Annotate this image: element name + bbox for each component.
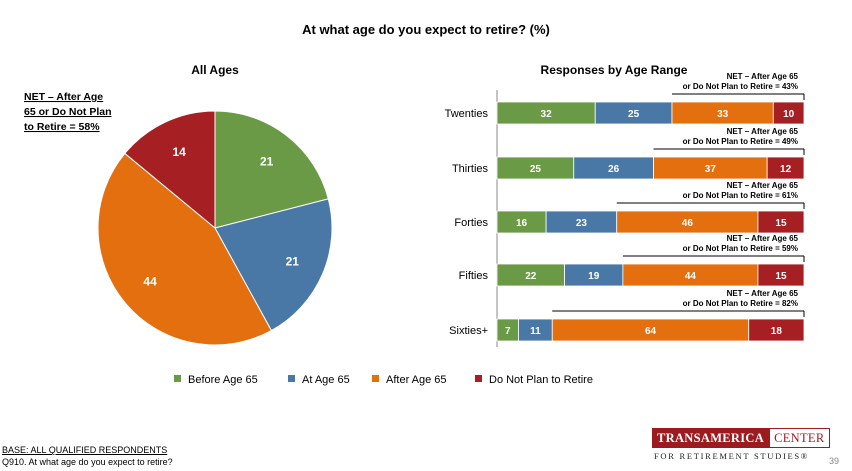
bar-net-label: or Do Not Plan to Retire = 59%: [683, 244, 798, 253]
bar-category-label: Fifties: [459, 270, 489, 282]
bar-net-label: NET – After Age 65: [727, 72, 799, 81]
bar-segment-label: 11: [530, 326, 541, 337]
bar-segment-label: 15: [775, 271, 787, 282]
footer-question-note: Q910. At what age do you expect to retir…: [2, 457, 173, 467]
legend-label: At Age 65: [302, 374, 350, 386]
page-number: 39: [829, 456, 840, 466]
bar-net-label: or Do Not Plan to Retire = 61%: [683, 191, 798, 200]
bar-segment: [757, 263, 805, 287]
logo-subtitle: FOR RETIREMENT STUDIES®: [654, 451, 809, 461]
bar-segment-label: 10: [783, 109, 795, 120]
bar-segment: [748, 318, 805, 342]
bar-net-label: NET – After Age 65: [727, 127, 799, 136]
bar-category-label: Sixties+: [449, 325, 488, 337]
bar-category-label: Twenties: [445, 108, 489, 120]
pie-net-annotation: 65 or Do Not Plan: [24, 106, 112, 118]
legend-label: Do Not Plan to Retire: [489, 374, 593, 386]
transamerica-logo: TRANSAMERICA CENTER FOR RETIREMENT STUDI…: [652, 428, 830, 461]
bar-segment-label: 32: [541, 109, 553, 120]
pie-slice: [124, 110, 216, 230]
pie-slice: [97, 152, 273, 346]
chart-figure: At what age do you expect to retire? (%)…: [24, 22, 805, 386]
bar-segment: [757, 210, 805, 234]
pie-net-annotation: NET – After Age: [24, 91, 103, 103]
bar-segment-label: 64: [645, 326, 657, 337]
bar-category-label: Thirties: [452, 163, 489, 175]
pie-slice-label: 44: [143, 275, 157, 289]
pie-slice: [214, 198, 333, 332]
bar-segment-label: 26: [608, 164, 620, 175]
pie-slice-label: 14: [172, 145, 186, 159]
legend-swatch: [288, 375, 295, 382]
bar-segment-label: 15: [775, 218, 787, 229]
bar-segment: [772, 101, 805, 125]
bar-segment-label: 25: [628, 109, 640, 120]
pie-slice-label: 21: [260, 154, 274, 168]
bar-segment-label: 18: [771, 326, 783, 337]
bar-chart-title: Responses by Age Range: [541, 63, 688, 77]
bar-segment: [766, 156, 805, 180]
legend-label: After Age 65: [386, 374, 447, 386]
bar-segment-label: 37: [705, 164, 717, 175]
bar-category-label: Forties: [454, 217, 488, 229]
logo-word-transamerica: TRANSAMERICA: [652, 428, 770, 448]
pie-slice-label: 21: [286, 254, 300, 268]
legend-swatch: [475, 375, 482, 382]
bar-segment-label: 16: [516, 218, 528, 229]
bar-segment-label: 25: [530, 164, 542, 175]
bar-net-label: NET – After Age 65: [727, 289, 799, 298]
bar-segment-label: 46: [682, 218, 694, 229]
pie-net-annotation: to Retire = 58%: [24, 121, 100, 133]
bar-segment-label: 7: [505, 326, 511, 337]
bar-segment-label: 19: [588, 271, 600, 282]
pie-slice: [214, 110, 329, 229]
legend-swatch: [174, 375, 181, 382]
bar-segment-label: 12: [780, 164, 792, 175]
bar-net-label: NET – After Age 65: [727, 234, 799, 243]
pie-title: All Ages: [191, 63, 239, 77]
bar-net-label: or Do Not Plan to Retire = 82%: [683, 299, 798, 308]
legend-label: Before Age 65: [188, 374, 258, 386]
bar-segment-label: 44: [685, 271, 697, 282]
bar-segment-label: 22: [525, 271, 537, 282]
bar-net-label: or Do Not Plan to Retire = 43%: [683, 82, 798, 91]
legend-swatch: [372, 375, 379, 382]
bar-segment-label: 33: [717, 109, 729, 120]
chart-title: At what age do you expect to retire? (%): [302, 22, 550, 37]
logo-word-center: CENTER: [769, 428, 830, 448]
footer-base-note: BASE: ALL QUALIFIED RESPONDENTS: [2, 445, 168, 455]
bar-segment-label: 23: [576, 218, 588, 229]
bar-net-label: NET – After Age 65: [727, 181, 799, 190]
bar-net-label: or Do Not Plan to Retire = 49%: [683, 137, 798, 146]
